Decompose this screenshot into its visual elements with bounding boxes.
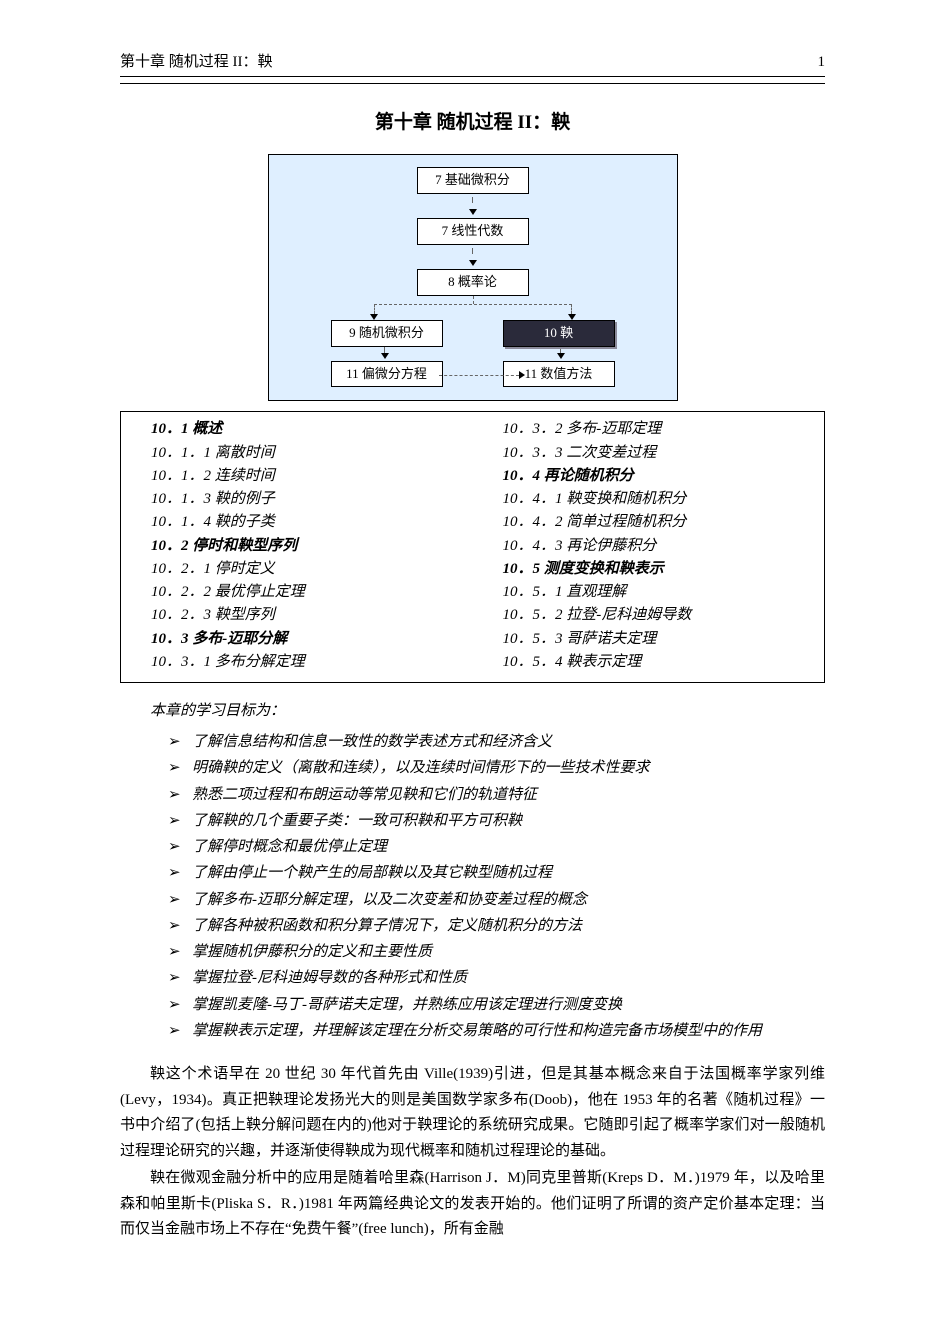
objectives-lead: 本章的学习目标为： xyxy=(120,699,825,723)
node-probability: 8 概率论 xyxy=(417,269,529,296)
objective-item: 了解信息结构和信息一致性的数学表述方式和经济含义 xyxy=(168,729,825,755)
toc-entry: 10．3．3 二次变差过程 xyxy=(503,442,795,465)
objective-item: 掌握鞅表示定理，并理解该定理在分析交易策略的可行性和构造完备市场模型中的作用 xyxy=(168,1018,825,1044)
header-left: 第十章 随机过程 II：鞅 xyxy=(120,50,273,74)
toc-section-heading: 10．4 再论随机积分 xyxy=(503,465,795,488)
objective-item: 明确鞅的定义（离散和连续），以及连续时间情形下的一些技术性要求 xyxy=(168,755,825,781)
horizontal-connector xyxy=(279,387,667,388)
objective-item: 了解停时概念和最优停止定理 xyxy=(168,834,825,860)
toc-section-heading: 10．1 概述 xyxy=(151,418,443,441)
toc-section-heading: 10．5 测度变换和鞅表示 xyxy=(503,558,795,581)
objective-item: 掌握随机伊藤积分的定义和主要性质 xyxy=(168,939,825,965)
arrow-right-icon xyxy=(519,371,525,379)
toc-entry: 10．1．3 鞅的例子 xyxy=(151,488,443,511)
split-connector xyxy=(279,296,667,320)
toc-entry: 10．4．2 简单过程随机积分 xyxy=(503,511,795,534)
toc-entry: 10．5．1 直观理解 xyxy=(503,581,795,604)
node-linear-algebra: 7 线性代数 xyxy=(417,218,529,245)
toc-entry: 10．3．2 多布-迈耶定理 xyxy=(503,418,795,441)
toc-column-right: 10．3．2 多布-迈耶定理10．3．3 二次变差过程10．4 再论随机积分10… xyxy=(503,418,795,674)
toc-section-heading: 10．3 多布-迈耶分解 xyxy=(151,628,443,651)
toc-section-heading: 10．2 停时和鞅型序列 xyxy=(151,535,443,558)
objective-item: 了解各种被积函数和积分算子情况下，定义随机积分的方法 xyxy=(168,913,825,939)
objectives-list: 了解信息结构和信息一致性的数学表述方式和经济含义明确鞅的定义（离散和连续），以及… xyxy=(120,729,825,1044)
objective-item: 掌握拉登-尼科迪姆导数的各种形式和性质 xyxy=(168,965,825,991)
header-rule xyxy=(120,83,825,84)
concept-diagram: 7 基础微积分 7 线性代数 8 概率论 9 随机微积分 xyxy=(268,154,678,401)
chapter-title: 第十章 随机过程 II：鞅 xyxy=(120,108,825,138)
objective-item: 了解多布-迈耶分解定理，以及二次变差和协变差过程的概念 xyxy=(168,887,825,913)
body-paragraph: 鞅这个术语早在 20 世纪 30 年代首先由 Ville(1939)引进，但是其… xyxy=(120,1062,825,1164)
table-of-contents: 10．1 概述10．1．1 离散时间10．1．2 连续时间10．1．3 鞅的例子… xyxy=(120,411,825,683)
toc-entry: 10．4．1 鞅变换和随机积分 xyxy=(503,488,795,511)
body-text: 鞅这个术语早在 20 世纪 30 年代首先由 Ville(1939)引进，但是其… xyxy=(120,1062,825,1243)
page-header: 第十章 随机过程 II：鞅 1 xyxy=(120,50,825,77)
concept-diagram-container: 7 基础微积分 7 线性代数 8 概率论 9 随机微积分 xyxy=(120,154,825,401)
arrow-down-icon xyxy=(469,260,477,266)
body-paragraph: 鞅在微观金融分析中的应用是随着哈里森(Harrison J．M)同克里普斯(Kr… xyxy=(120,1166,825,1243)
toc-entry: 10．5．4 鞅表示定理 xyxy=(503,651,795,674)
toc-entry: 10．1．2 连续时间 xyxy=(151,465,443,488)
toc-entry: 10．2．2 最优停止定理 xyxy=(151,581,443,604)
toc-entry: 10．3．1 多布分解定理 xyxy=(151,651,443,674)
toc-entry: 10．5．2 拉登-尼科迪姆导数 xyxy=(503,604,795,627)
toc-entry: 10．2．1 停时定义 xyxy=(151,558,443,581)
node-pde: 11 偏微分方程 xyxy=(331,361,443,388)
header-page-number: 1 xyxy=(818,50,826,74)
toc-entry: 10．1．1 离散时间 xyxy=(151,442,443,465)
objective-item: 了解由停止一个鞅产生的局部鞅以及其它鞅型随机过程 xyxy=(168,860,825,886)
toc-entry: 10．1．4 鞅的子类 xyxy=(151,511,443,534)
objective-item: 熟悉二项过程和布朗运动等常见鞅和它们的轨道特征 xyxy=(168,782,825,808)
node-stochastic-calculus: 9 随机微积分 xyxy=(331,320,443,347)
objective-item: 掌握凯麦隆-马丁-哥萨诺夫定理，并熟练应用该定理进行测度变换 xyxy=(168,992,825,1018)
arrow-down-icon xyxy=(381,353,389,359)
arrow-down-icon xyxy=(557,353,565,359)
objective-item: 了解鞅的几个重要子类：一致可积鞅和平方可积鞅 xyxy=(168,808,825,834)
toc-entry: 10．2．3 鞅型序列 xyxy=(151,604,443,627)
page: 第十章 随机过程 II：鞅 1 第十章 随机过程 II：鞅 7 基础微积分 7 … xyxy=(0,0,945,1305)
node-basic-calculus: 7 基础微积分 xyxy=(417,167,529,194)
toc-entry: 10．4．3 再论伊藤积分 xyxy=(503,535,795,558)
toc-column-left: 10．1 概述10．1．1 离散时间10．1．2 连续时间10．1．3 鞅的例子… xyxy=(151,418,443,674)
arrow-down-icon xyxy=(469,209,477,215)
toc-entry: 10．5．3 哥萨诺夫定理 xyxy=(503,628,795,651)
node-martingale-current: 10 鞅 xyxy=(503,320,615,347)
